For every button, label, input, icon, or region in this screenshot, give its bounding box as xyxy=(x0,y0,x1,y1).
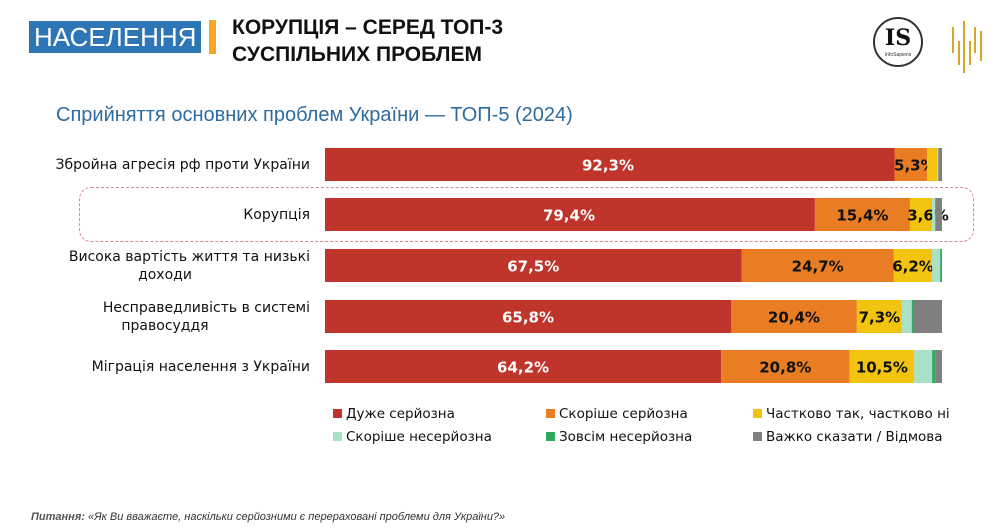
bar-segment xyxy=(893,249,933,282)
bar-segment xyxy=(325,198,815,231)
category-label-line: доходи xyxy=(138,266,192,283)
legend-swatch xyxy=(333,432,342,441)
bar-segment xyxy=(914,350,933,383)
chart-title: Сприйняття основних проблем України — ТО… xyxy=(56,104,573,126)
bar-segment xyxy=(932,249,941,282)
legend-label: Зовсім несерйозна xyxy=(559,429,693,445)
legend-item: Скоріше серйозна xyxy=(546,406,688,422)
page-headline: КОРУПЦІЯ – СЕРЕД ТОП-3 СУСПІЛЬНИХ ПРОБЛЕ… xyxy=(232,14,503,68)
category-label: Корупція xyxy=(20,206,310,224)
bar-segment xyxy=(325,350,722,383)
data-label: 3,6% xyxy=(907,207,949,225)
bar-segment xyxy=(730,300,857,333)
bar-segment xyxy=(932,198,936,231)
data-label: 20,4% xyxy=(768,309,820,327)
legend-swatch xyxy=(546,409,555,418)
legend-item: Зовсім несерйозна xyxy=(546,429,692,445)
bar-segment xyxy=(938,148,942,181)
data-label: 67,5% xyxy=(507,258,559,276)
legend-label: Скоріше несерйозна xyxy=(346,429,492,445)
bar-segment xyxy=(913,300,942,333)
data-label: 15,4% xyxy=(836,207,888,225)
category-label: Несправедливість в системі правосуддя xyxy=(20,299,310,335)
bar-segment xyxy=(901,300,912,333)
category-label-line: правосуддя xyxy=(121,317,209,334)
data-label: 5,3% xyxy=(894,157,936,175)
highlight-frame-corruption xyxy=(79,187,974,242)
bar-segment xyxy=(325,249,742,282)
legend-swatch xyxy=(753,409,762,418)
bar-segment xyxy=(909,198,933,231)
bar-segment xyxy=(932,350,936,383)
bar-segment xyxy=(325,300,731,333)
trident-bars-logo-icon xyxy=(952,21,982,73)
bar-segment xyxy=(935,198,942,231)
legend-swatch xyxy=(333,409,342,418)
legend-item: Дуже серйозна xyxy=(333,406,455,422)
legend-swatch xyxy=(546,432,555,441)
bar-segment xyxy=(721,350,850,383)
accent-divider xyxy=(209,20,216,54)
legend-swatch xyxy=(753,432,762,441)
data-label: 7,3% xyxy=(859,309,901,327)
data-label: 92,3% xyxy=(582,157,634,175)
category-label: Міграція населення з України xyxy=(20,358,310,376)
bar-segment xyxy=(894,148,928,181)
data-label: 20,8% xyxy=(759,359,811,377)
bar-segment xyxy=(940,249,942,282)
data-label: 24,7% xyxy=(792,258,844,276)
bar-segment xyxy=(937,148,939,181)
legend-label: Скоріше серйозна xyxy=(559,406,688,422)
logo-mark: IS xyxy=(884,25,912,51)
data-label: 64,2% xyxy=(497,359,549,377)
footnote: Питання: «Як Ви вважаєте, наскільки серй… xyxy=(31,511,505,523)
category-label-line: Несправедливість в системі xyxy=(102,299,310,316)
data-label: 79,4% xyxy=(543,207,595,225)
category-label-line: Збройна агресія рф проти України xyxy=(55,156,310,173)
bar-segment xyxy=(741,249,894,282)
data-label: 65,8% xyxy=(502,309,554,327)
legend-item: Скоріше несерйозна xyxy=(333,429,492,445)
footnote-text: «Як Ви вважаєте, наскільки серйозними є … xyxy=(84,511,506,523)
headline-line-1: КОРУПЦІЯ – СЕРЕД ТОП-3 xyxy=(232,16,504,39)
bar-segment xyxy=(856,300,902,333)
category-label: Збройна агресія рф проти України xyxy=(20,156,310,174)
category-label: Висока вартість життя та низькі доходи xyxy=(20,248,310,284)
bar-segment xyxy=(849,350,915,383)
category-label-line: Корупція xyxy=(243,206,310,223)
bar-segment xyxy=(325,148,895,181)
bar-segment xyxy=(927,148,938,181)
bar-segment xyxy=(935,350,942,383)
bar-segment xyxy=(911,300,913,333)
footnote-label: Питання: xyxy=(31,511,85,523)
section-badge: НАСЕЛЕННЯ xyxy=(29,21,202,53)
data-label: 6,2% xyxy=(892,258,934,276)
legend-label: Частково так, частково ні xyxy=(766,406,950,422)
data-label: 10,5% xyxy=(856,359,908,377)
category-label-line: Міграція населення з України xyxy=(91,358,310,375)
bar-segment xyxy=(814,198,910,231)
headline-line-2: СУСПІЛЬНИХ ПРОБЛЕМ xyxy=(232,43,482,66)
infosapiens-logo: IS InfoSapiens xyxy=(873,17,923,67)
legend-item: Важко сказати / Відмова xyxy=(753,429,943,445)
legend-label: Дуже серйозна xyxy=(346,406,455,422)
logo-subtext: InfoSapiens xyxy=(884,52,912,58)
legend-item: Частково так, частково ні xyxy=(753,406,950,422)
legend-label: Важко сказати / Відмова xyxy=(766,429,943,445)
category-label-line: Висока вартість життя та низькі xyxy=(68,248,310,265)
